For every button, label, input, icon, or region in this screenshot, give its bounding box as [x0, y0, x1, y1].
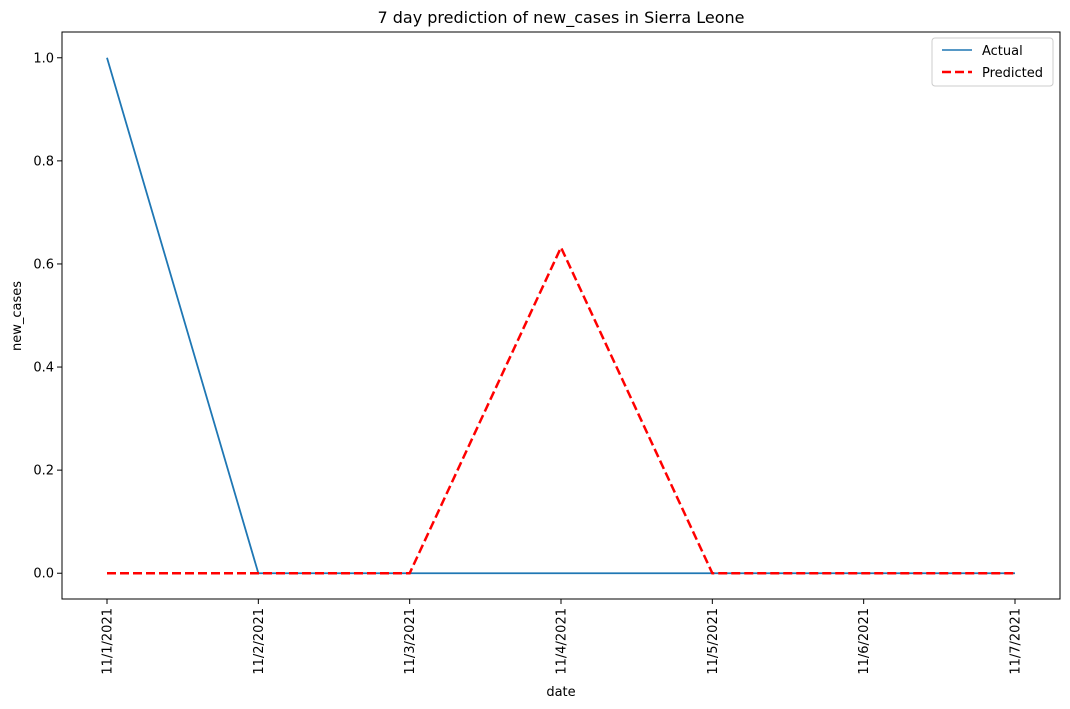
x-axis-label: date — [546, 685, 575, 700]
y-tick-label: 0.6 — [33, 257, 54, 272]
legend: Actual Predicted — [931, 37, 1054, 87]
x-tick-label: 11/6/2021 — [857, 608, 872, 675]
y-tick-label: 0.8 — [33, 154, 54, 169]
y-tick-label: 1.0 — [33, 51, 54, 66]
x-tick-label: 11/5/2021 — [706, 608, 721, 675]
x-tick-label: 11/4/2021 — [555, 608, 570, 675]
x-tick-label: 11/2/2021 — [252, 608, 267, 675]
x-tick-label: 11/1/2021 — [101, 608, 116, 675]
series-line-actual — [106, 57, 1015, 575]
legend-label-predicted: Predicted — [982, 66, 1043, 81]
x-tick-label: 11/3/2021 — [403, 608, 418, 675]
plot-area — [61, 31, 1061, 600]
series-layer — [106, 57, 1015, 575]
x-axis: 11/1/2021 11/2/2021 11/3/2021 11/4/2021 11/5… — [101, 599, 1024, 675]
legend-label-actual: Actual — [982, 44, 1023, 59]
series-line-predicted — [107, 244, 1015, 575]
y-tick-label: 0.2 — [33, 464, 54, 479]
chart-title: 7 day prediction of new_cases in Sierra … — [377, 8, 744, 28]
y-tick-label: 0.4 — [33, 361, 54, 376]
y-tick-label: 0.0 — [33, 567, 54, 582]
x-tick-label: 11/7/2021 — [1009, 608, 1024, 675]
y-axis: 0.0 0.2 0.4 0.6 0.8 1.0 — [33, 51, 62, 582]
y-axis-label: new_cases — [10, 281, 25, 351]
